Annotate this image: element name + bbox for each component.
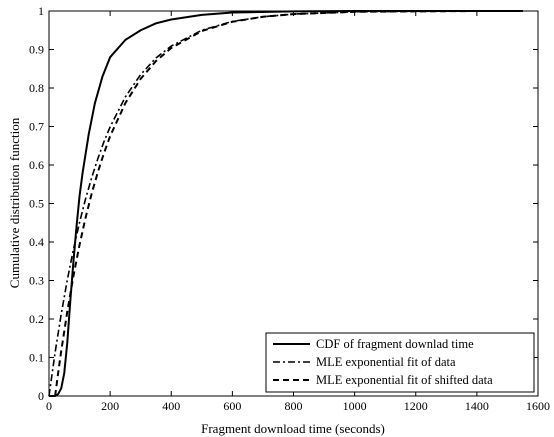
y-tick-labels: 0 0.1 0.2 0.3 0.4 0.5 0.6 0.7 0.8 0.9 1 <box>29 4 44 403</box>
series-layer <box>48 10 523 397</box>
x-tick-label: 0 <box>46 399 52 413</box>
series-line-mle-shifted-fit <box>54 10 523 397</box>
y-tick-label: 0.1 <box>29 351 44 365</box>
x-tick-label: 1600 <box>526 399 550 413</box>
series-line-cdf <box>49 10 523 397</box>
x-tick-label: 200 <box>101 399 119 413</box>
y-tick-label: 0 <box>38 389 44 403</box>
x-tick-label: 800 <box>285 399 303 413</box>
legend-label-mle-shifted-fit: MLE exponential fit of shifted data <box>316 373 493 387</box>
y-tick-label: 1 <box>38 4 44 18</box>
y-tick-label: 0.5 <box>29 197 44 211</box>
plot-area <box>48 10 539 397</box>
y-tick-label: 0.9 <box>29 43 44 57</box>
x-axis-title: Fragment download time (seconds) <box>201 421 385 436</box>
x-tick-label: 1000 <box>343 399 367 413</box>
y-tick-label: 0.4 <box>29 235 44 249</box>
x-tick-label: 400 <box>162 399 180 413</box>
x-tick-label: 600 <box>223 399 241 413</box>
y-tick-label: 0.8 <box>29 81 44 95</box>
x-tick-labels: 0 200 400 600 800 1000 1200 1400 1600 <box>46 399 550 413</box>
y-tick-label: 0.3 <box>29 274 44 288</box>
y-axis-title: Cumulative distribution function <box>7 117 22 288</box>
x-tick-label: 1400 <box>465 399 489 413</box>
x-tick-label: 1200 <box>404 399 428 413</box>
legend-label-cdf: CDF of fragment downlad time <box>316 337 474 351</box>
legend-box <box>265 332 535 393</box>
y-tick-label: 0.7 <box>29 120 44 134</box>
legend: CDF of fragment downlad time MLE exponen… <box>265 332 535 393</box>
legend-label-mle-fit: MLE exponential fit of data <box>316 355 456 369</box>
y-tick-label: 0.2 <box>29 312 44 326</box>
y-tick-label: 0.6 <box>29 158 44 172</box>
